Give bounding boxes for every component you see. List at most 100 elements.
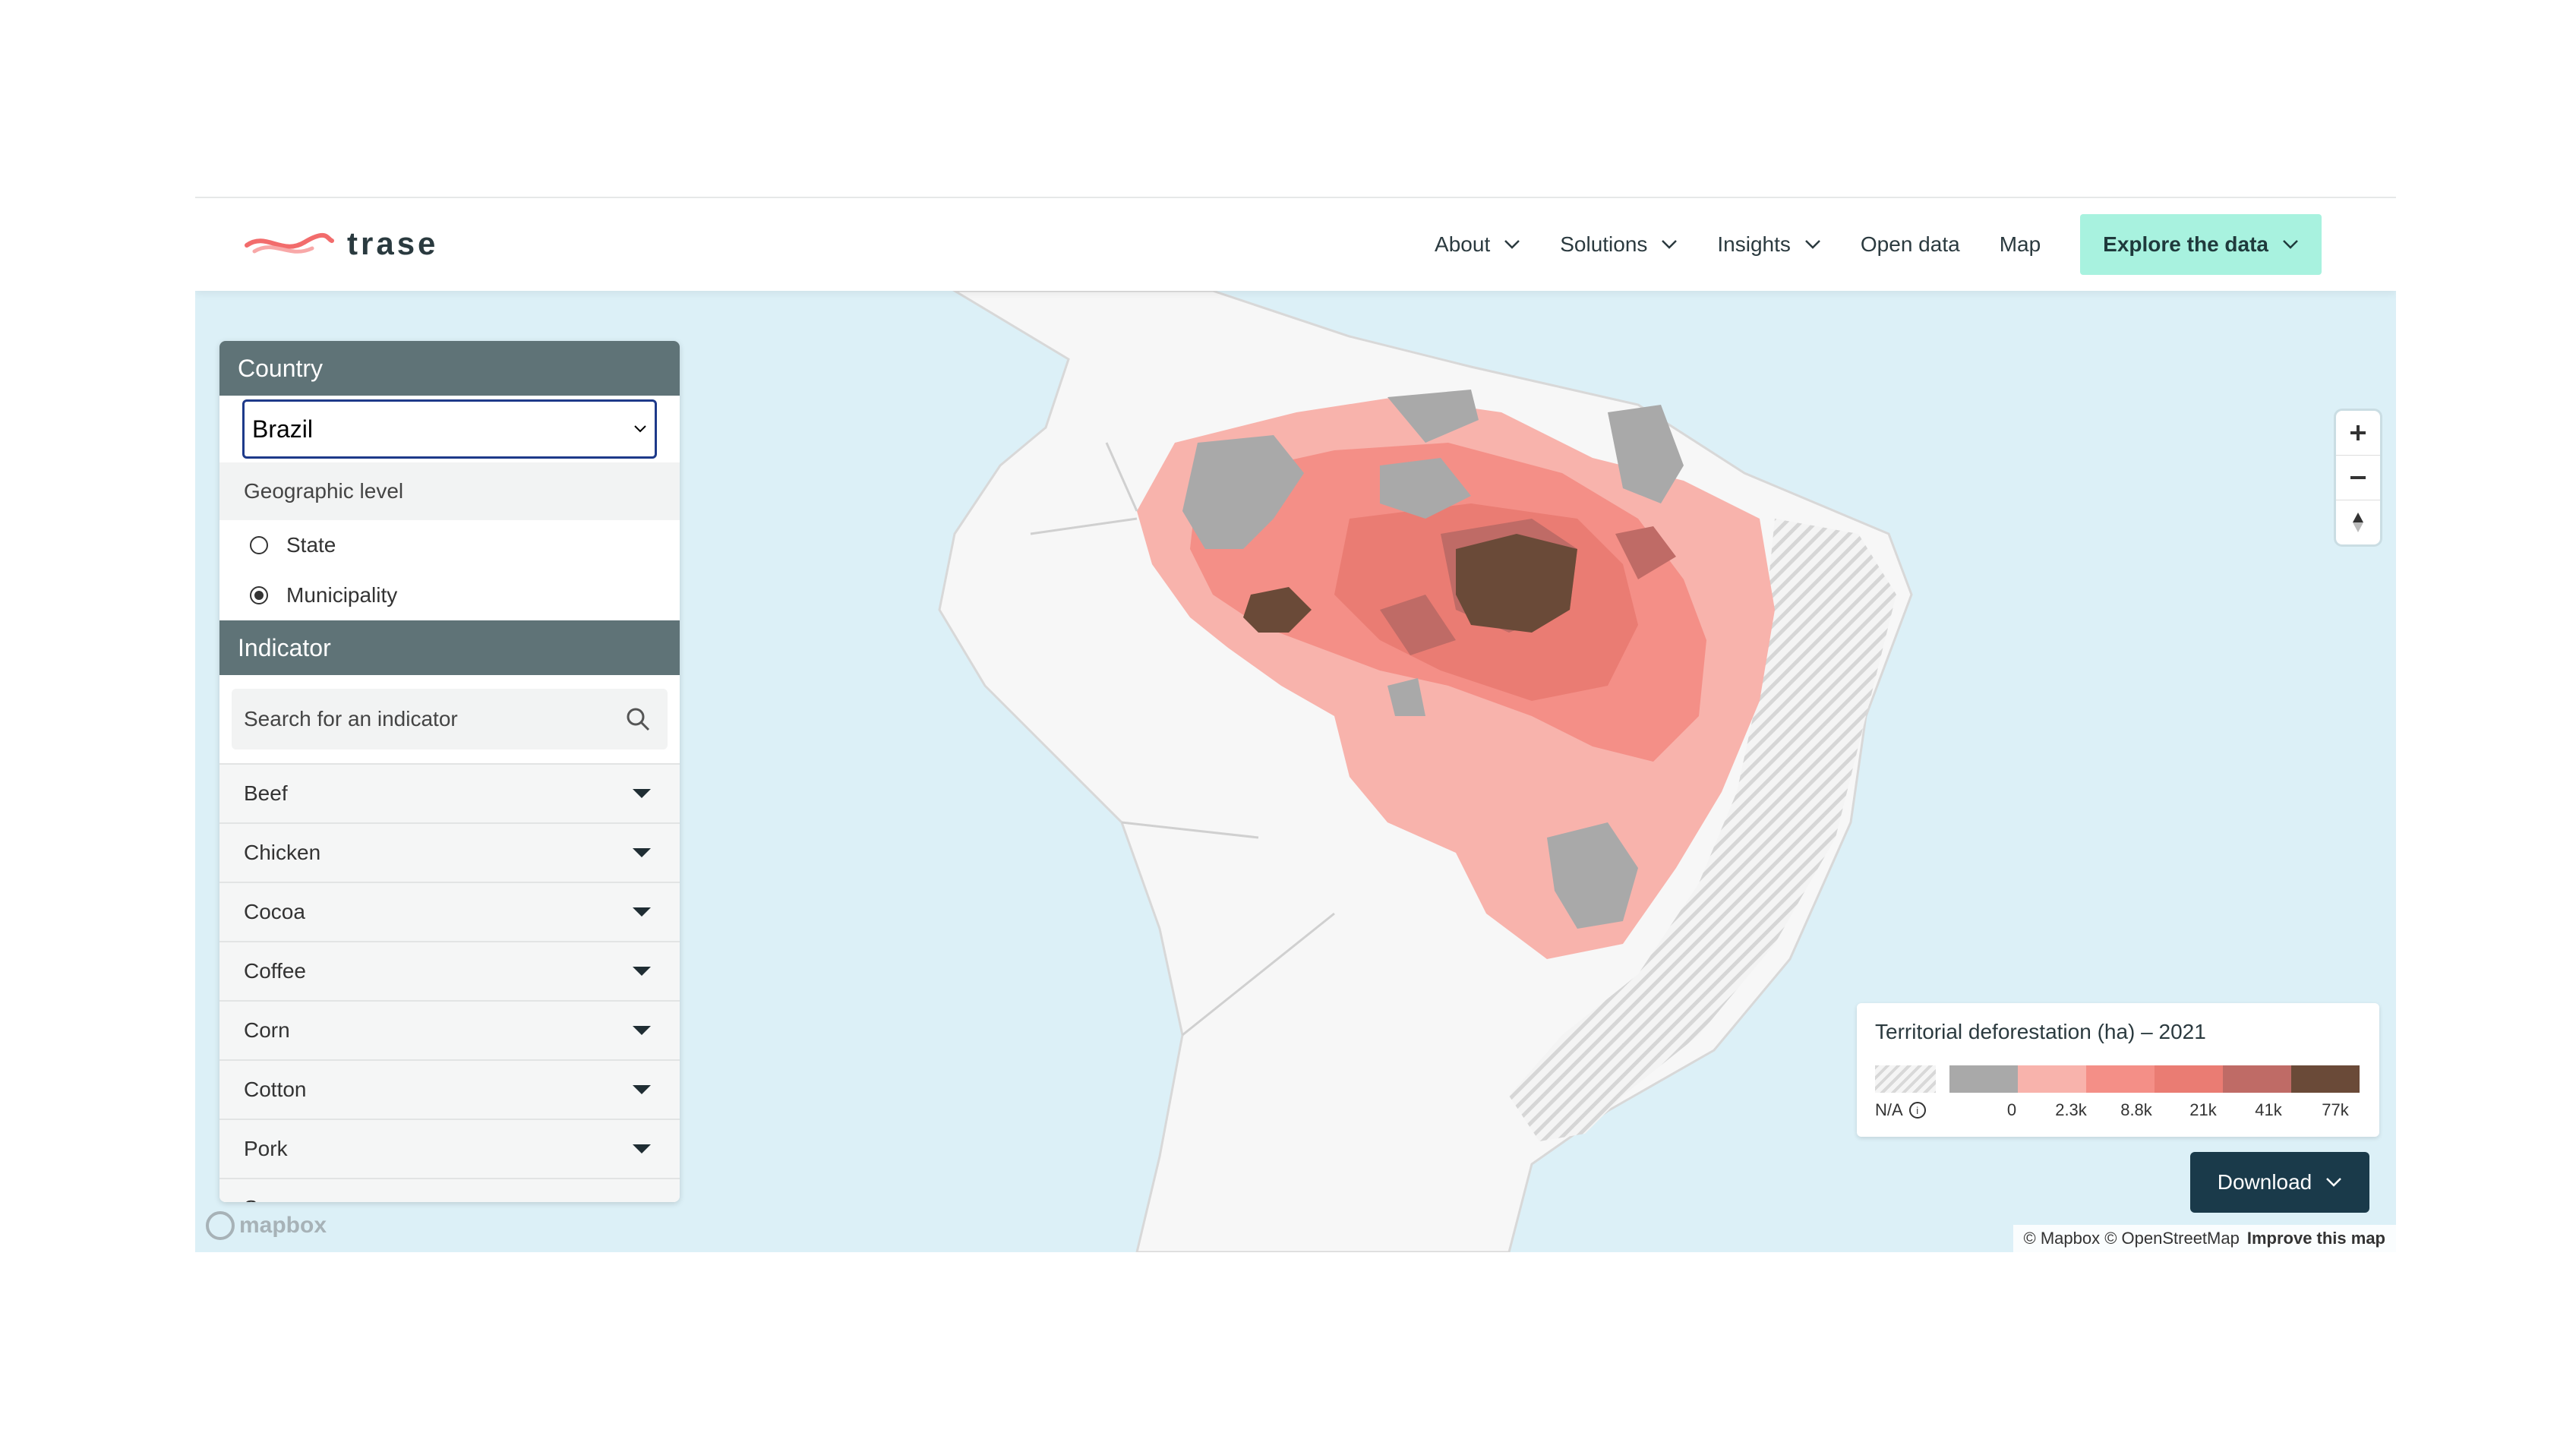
indicator-label: Soy (244, 1196, 280, 1202)
na-region (1509, 519, 1896, 1141)
country-select-value: Brazil (252, 415, 314, 443)
legend-swatch (2223, 1065, 2291, 1093)
legend-tick: 41k (2255, 1100, 2282, 1119)
region-darkest (1243, 587, 1312, 633)
country-select[interactable]: Brazil (242, 399, 657, 459)
download-label: Download (2217, 1170, 2312, 1194)
map-sidebar-panel: Country Brazil Geographic level State Mu… (219, 341, 680, 1202)
compass-icon (2353, 513, 2363, 532)
indicator-corn[interactable]: Corn (219, 1000, 680, 1059)
indicator-search-input[interactable]: Search for an indicator (232, 689, 668, 749)
legend-color-scale (1949, 1065, 2360, 1093)
nav-about[interactable]: About (1435, 232, 1520, 257)
mapbox-circle-icon (206, 1211, 235, 1240)
region-zero (1182, 435, 1304, 549)
nav-label: About (1435, 232, 1491, 256)
top-navigation-bar: trase About Solutions Insights Open data… (195, 198, 2396, 291)
legend-tick: 77k (2322, 1100, 2349, 1119)
caret-down-icon (633, 967, 651, 976)
country-select-wrapper: Brazil (219, 396, 680, 462)
region-zero (1387, 678, 1425, 716)
nav-solutions[interactable]: Solutions (1560, 232, 1678, 257)
nav-label: Map (1999, 232, 2041, 256)
info-icon[interactable]: i (1908, 1102, 1926, 1119)
nav-open-data[interactable]: Open data (1861, 232, 1960, 257)
search-placeholder: Search for an indicator (244, 707, 458, 731)
legend-swatch (2018, 1065, 2086, 1093)
indicator-label: Chicken (244, 841, 321, 864)
legend-na-label: N/A i (1875, 1100, 1926, 1120)
country-section-heading: Country (219, 341, 680, 396)
indicator-cocoa[interactable]: Cocoa (219, 882, 680, 941)
explore-the-data-button[interactable]: Explore the data (2080, 214, 2322, 275)
indicator-label: Coffee (244, 959, 306, 983)
main-nav: About Solutions Insights Open data Map E… (1435, 198, 2396, 291)
legend-swatch (2086, 1065, 2155, 1093)
caret-down-icon (633, 907, 651, 917)
indicator-search-wrapper: Search for an indicator (219, 675, 680, 763)
map-zoom-controls (2336, 411, 2380, 544)
map-attribution: © Mapbox © OpenStreetMap Improve this ma… (2012, 1225, 2396, 1252)
plus-icon (2350, 425, 2366, 440)
na-text: N/A (1875, 1100, 1903, 1119)
trase-logo[interactable]: trase (244, 221, 438, 267)
attribution-text[interactable]: © Mapbox © OpenStreetMap (2023, 1229, 2240, 1248)
legend-tick: 8.8k (2120, 1100, 2152, 1119)
mapbox-logo-text: mapbox (239, 1213, 327, 1238)
legend-swatch (2155, 1065, 2223, 1093)
indicator-section-heading: Indicator (219, 620, 680, 675)
radio-label: State (286, 533, 336, 557)
mapbox-logo[interactable]: mapbox (206, 1211, 327, 1240)
region-darker (1615, 526, 1676, 579)
logo-text: trase (347, 226, 439, 261)
trase-wave-icon (245, 232, 334, 254)
indicator-label: Pork (244, 1137, 288, 1160)
indicator-cotton[interactable]: Cotton (219, 1059, 680, 1119)
indicator-label: Cocoa (244, 900, 305, 923)
chevron-down-icon (1662, 240, 1678, 249)
region-darkest (1456, 534, 1577, 633)
geo-option-municipality[interactable]: Municipality (219, 570, 680, 620)
download-button[interactable]: Download (2190, 1152, 2369, 1213)
nav-label: Solutions (1560, 232, 1648, 256)
indicator-label: Beef (244, 781, 288, 805)
indicator-beef[interactable]: Beef (219, 763, 680, 822)
radio-label: Municipality (286, 583, 398, 607)
region-zero (1547, 822, 1638, 929)
zoom-out-button[interactable] (2336, 456, 2380, 500)
nav-label: Open data (1860, 232, 1960, 256)
legend-tick: 2.3k (2055, 1100, 2087, 1119)
caret-down-icon (633, 848, 651, 857)
search-icon[interactable] (625, 706, 651, 732)
region-darker (1380, 595, 1456, 655)
caret-down-icon (633, 1026, 651, 1035)
caret-down-icon (633, 789, 651, 798)
legend-swatch (1949, 1065, 2018, 1093)
improve-map-link[interactable]: Improve this map (2246, 1229, 2385, 1248)
caret-down-icon (633, 1085, 651, 1094)
legend-tick: 21k (2189, 1100, 2217, 1119)
caret-down-icon (633, 1144, 651, 1153)
legend-title: Territorial deforestation (ha) – 2021 (1875, 1020, 2206, 1043)
legend-tick: 0 (2006, 1100, 2017, 1119)
explore-label: Explore the data (2103, 232, 2268, 256)
chevron-down-icon (2283, 240, 2298, 249)
indicator-soy[interactable]: Soy (219, 1178, 680, 1202)
indicator-coffee[interactable]: Coffee (219, 941, 680, 1000)
reset-north-button[interactable] (2336, 500, 2380, 544)
legend-ticks: 0 2.3k 8.8k 21k 41k 77k (1949, 1100, 2360, 1123)
app-frame: trase About Solutions Insights Open data… (195, 197, 2396, 1252)
radio-button-selected[interactable] (250, 586, 268, 604)
region-zero (1387, 390, 1479, 443)
indicator-pork[interactable]: Pork (219, 1119, 680, 1178)
chevron-down-icon (1504, 240, 1520, 249)
nav-map[interactable]: Map (2000, 232, 2041, 257)
chevron-down-icon (2326, 1178, 2342, 1187)
geo-option-state[interactable]: State (219, 520, 680, 570)
zoom-in-button[interactable] (2336, 411, 2380, 456)
radio-button[interactable] (250, 536, 268, 554)
chevron-down-icon (1805, 240, 1820, 249)
chevron-down-icon (634, 425, 646, 433)
indicator-chicken[interactable]: Chicken (219, 822, 680, 882)
nav-insights[interactable]: Insights (1717, 232, 1821, 257)
